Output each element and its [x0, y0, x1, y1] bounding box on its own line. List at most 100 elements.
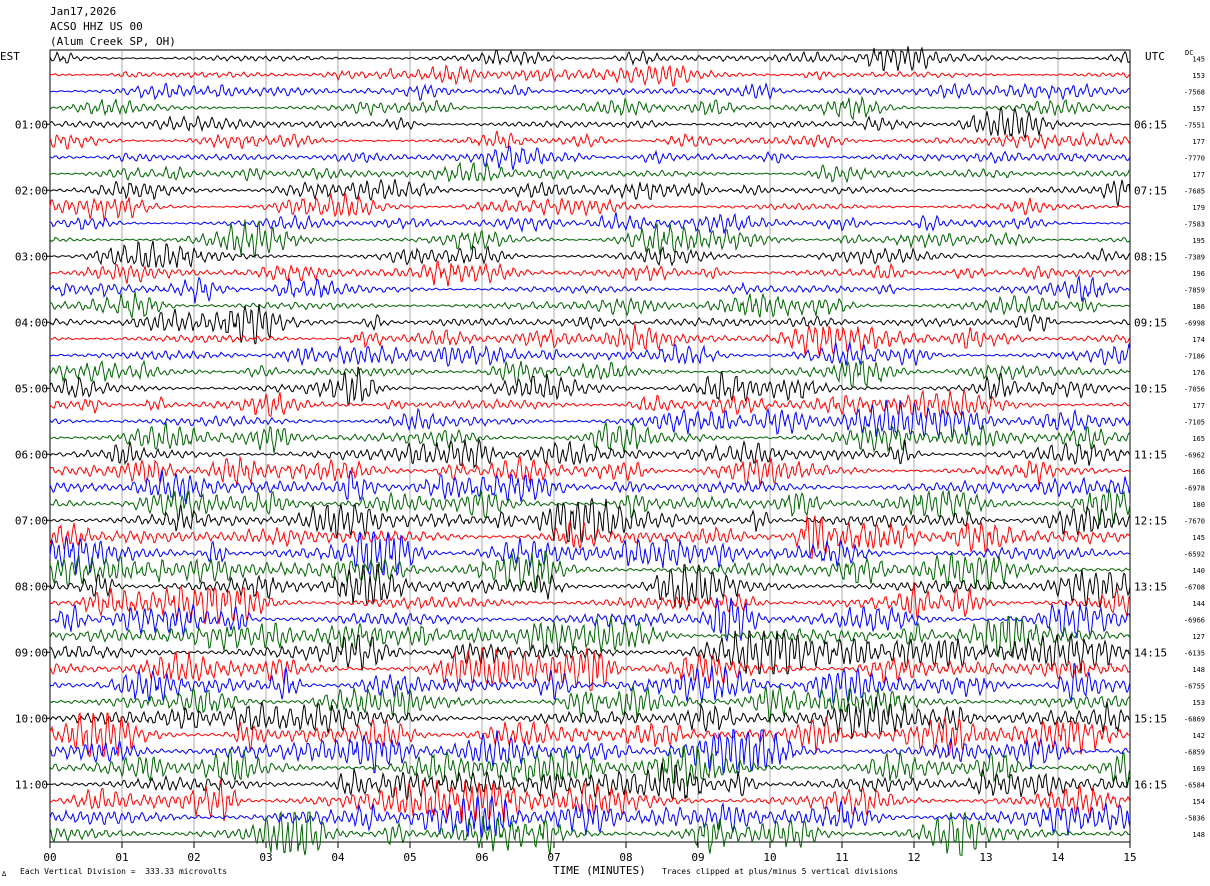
- dc-value-label: -7685: [1184, 187, 1205, 195]
- seismic-trace: [49, 145, 1131, 171]
- seismic-trace: [49, 240, 1131, 269]
- seismic-trace: [49, 178, 1131, 207]
- dc-value-label: -7389: [1184, 253, 1205, 261]
- right-hour-label: 11:15: [1134, 448, 1167, 461]
- seismic-trace: [49, 810, 1131, 856]
- x-tick-label: 05: [403, 851, 416, 864]
- x-tick-label: 07: [547, 851, 560, 864]
- dc-value-label: 180: [1192, 501, 1205, 509]
- dc-value-label: 144: [1192, 600, 1205, 608]
- dc-value-label: -7551: [1184, 121, 1205, 129]
- x-tick-label: 06: [475, 851, 488, 864]
- left-hour-label: 02:00: [15, 184, 48, 197]
- seismic-trace: [50, 259, 1131, 287]
- chart-date: Jan17,2026: [50, 5, 117, 18]
- x-tick-label: 01: [115, 851, 128, 864]
- seismic-trace: [49, 106, 1131, 140]
- dc-value-label: 153: [1192, 699, 1205, 707]
- seismic-trace: [49, 389, 1131, 419]
- station-code: ACSO HHZ US 00: [50, 20, 143, 33]
- seismic-trace: [49, 420, 1131, 453]
- timezone-left-label: EST: [0, 50, 20, 63]
- right-hour-label: 09:15: [1134, 316, 1167, 329]
- seismic-trace: [49, 497, 1131, 543]
- seismic-trace: [49, 212, 1130, 234]
- dc-value-label: 145: [1192, 55, 1205, 63]
- left-hour-label: 07:00: [15, 514, 48, 527]
- right-hour-label: 12:15: [1134, 514, 1167, 527]
- right-hour-label: 14:15: [1134, 646, 1167, 659]
- x-tick-label: 02: [187, 851, 200, 864]
- right-hour-label: 07:15: [1134, 184, 1167, 197]
- vertical-division-note: Each Vertical Division = 333.33 microvol…: [20, 867, 228, 876]
- seismic-trace: [49, 712, 1131, 757]
- left-hour-label: 05:00: [15, 382, 48, 395]
- x-axis-title: TIME (MINUTES): [553, 864, 646, 877]
- left-hour-label: 08:00: [15, 580, 48, 593]
- clip-note: Traces clipped at plus/minus 5 vertical …: [662, 867, 899, 876]
- seismic-trace: [49, 487, 1131, 526]
- left-hour-label: 09:00: [15, 646, 48, 659]
- seismic-trace: [49, 161, 1131, 184]
- x-tick-label: 08: [619, 851, 632, 864]
- seismic-trace: [49, 341, 1131, 367]
- seismic-trace: [49, 95, 1131, 121]
- right-hour-label: 10:15: [1134, 382, 1167, 395]
- dc-value-label: -6592: [1184, 550, 1205, 558]
- x-tick-label: 03: [259, 851, 272, 864]
- dc-value-label: -6708: [1184, 583, 1205, 591]
- seismic-trace: [49, 399, 1131, 439]
- timezone-right-label: UTC: [1145, 50, 1165, 63]
- dc-value-label: 179: [1192, 204, 1205, 212]
- seismic-trace: [49, 629, 1131, 675]
- dc-value-label: 196: [1192, 270, 1205, 278]
- left-hour-label: 04:00: [15, 316, 48, 329]
- seismic-trace: [49, 454, 1131, 487]
- logo-mark: ∆: [2, 870, 7, 878]
- seismic-trace: [49, 663, 1131, 704]
- dc-value-label: 148: [1192, 831, 1205, 839]
- dc-value-label: -6978: [1184, 484, 1205, 492]
- dc-value-label: -6962: [1184, 451, 1205, 459]
- seismic-trace: [49, 366, 1131, 406]
- right-hour-label: 08:15: [1134, 250, 1167, 263]
- dc-value-label: 127: [1192, 633, 1205, 641]
- seismic-trace: [49, 81, 1131, 101]
- dc-value-label: 177: [1192, 171, 1205, 179]
- x-tick-label: 00: [43, 851, 56, 864]
- dc-value-label: 153: [1192, 72, 1205, 80]
- seismic-trace: [49, 647, 1131, 691]
- dc-value-label: -5836: [1184, 814, 1205, 822]
- dc-value-label: 186: [1192, 303, 1205, 311]
- dc-value-label: 177: [1192, 138, 1205, 146]
- dc-value-label: -7568: [1184, 88, 1205, 96]
- dc-value-label: 177: [1192, 402, 1205, 410]
- dc-value-label: -7583: [1184, 220, 1205, 228]
- seismic-trace: [49, 597, 1131, 643]
- dc-value-label: 142: [1192, 732, 1205, 740]
- dc-value-label: 157: [1192, 105, 1205, 113]
- seismic-trace: [49, 219, 1131, 258]
- dc-value-label: 169: [1192, 765, 1205, 773]
- seismic-trace: [49, 744, 1131, 789]
- x-tick-label: 11: [835, 851, 848, 864]
- left-hour-label: 10:00: [15, 712, 48, 725]
- right-hour-label: 06:15: [1134, 118, 1167, 131]
- dc-value-label: -7859: [1184, 286, 1205, 294]
- dc-value-label: 195: [1192, 237, 1205, 245]
- plot-frame: [49, 49, 1131, 843]
- left-hour-label: 01:00: [15, 118, 48, 131]
- seismic-trace: [49, 304, 1131, 345]
- dc-value-label: -7770: [1184, 154, 1205, 162]
- seismic-trace: [49, 63, 1131, 87]
- seismic-trace: [49, 550, 1131, 590]
- seismic-trace: [49, 762, 1131, 801]
- seismic-trace: [49, 515, 1131, 559]
- seismic-trace: [49, 469, 1131, 504]
- dc-value-label: -7670: [1184, 517, 1205, 525]
- seismic-trace: [49, 274, 1131, 304]
- seismic-trace: [49, 324, 1131, 357]
- dc-value-label: 174: [1192, 336, 1205, 344]
- seismic-trace: [49, 437, 1131, 470]
